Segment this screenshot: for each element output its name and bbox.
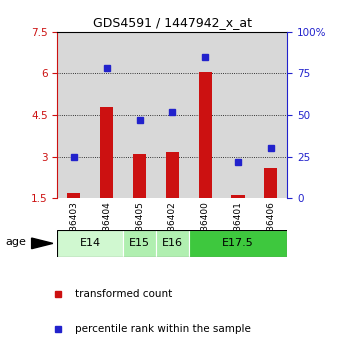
Bar xyxy=(90,32,123,198)
Bar xyxy=(189,32,222,198)
Bar xyxy=(123,32,156,198)
Bar xyxy=(255,32,287,198)
Bar xyxy=(232,195,245,198)
Text: age: age xyxy=(6,237,27,247)
Text: E16: E16 xyxy=(162,238,183,249)
Bar xyxy=(57,230,123,257)
Text: E17.5: E17.5 xyxy=(222,238,254,249)
Bar xyxy=(57,32,90,198)
Text: percentile rank within the sample: percentile rank within the sample xyxy=(75,324,251,334)
Text: transformed count: transformed count xyxy=(75,289,172,299)
Text: E14: E14 xyxy=(80,238,101,249)
Title: GDS4591 / 1447942_x_at: GDS4591 / 1447942_x_at xyxy=(93,16,252,29)
Bar xyxy=(133,154,146,198)
Bar xyxy=(100,107,113,198)
Bar xyxy=(189,230,287,257)
Polygon shape xyxy=(32,238,53,249)
Bar xyxy=(222,32,255,198)
Bar xyxy=(264,168,277,198)
Bar xyxy=(199,72,212,198)
Bar xyxy=(166,153,179,198)
Bar xyxy=(123,230,156,257)
Text: E15: E15 xyxy=(129,238,150,249)
Bar xyxy=(156,230,189,257)
Bar xyxy=(156,32,189,198)
Bar xyxy=(67,193,80,198)
